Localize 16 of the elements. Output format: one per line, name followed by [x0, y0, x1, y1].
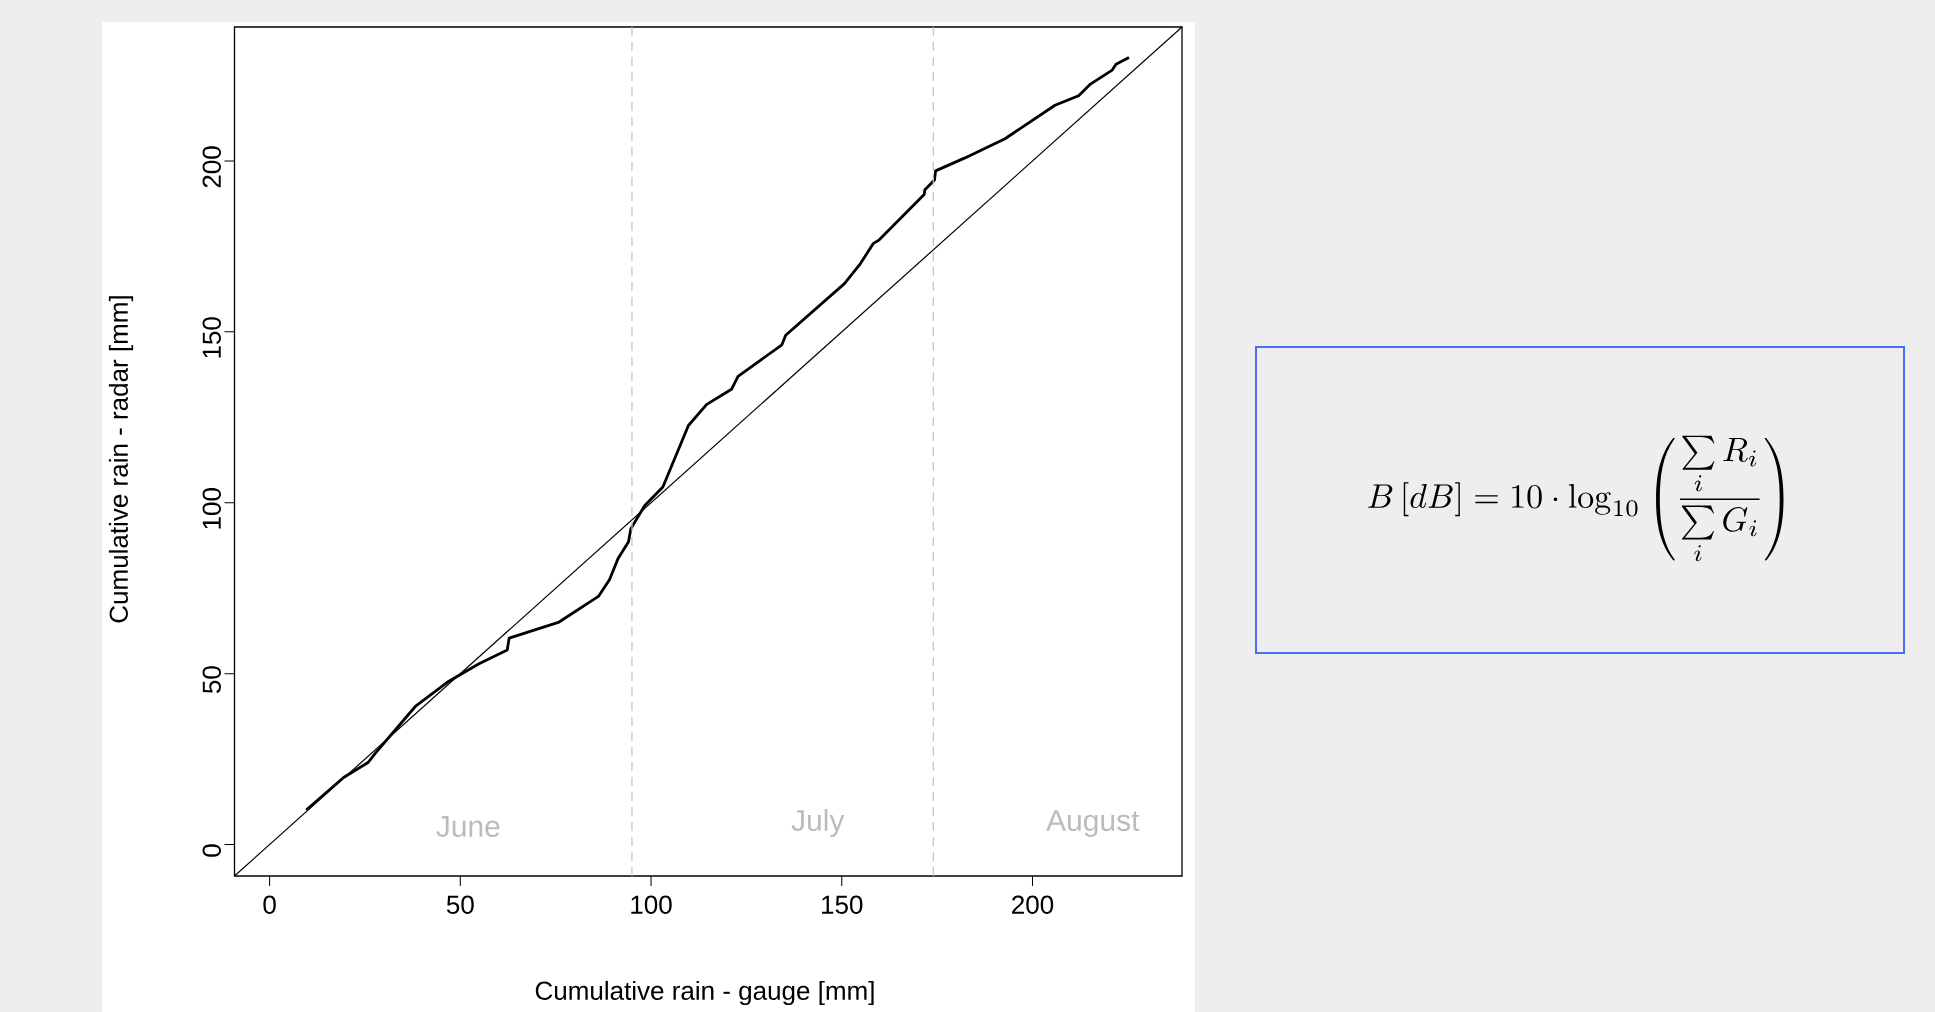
- annotation: June: [436, 816, 500, 838]
- x-tick-label: 150: [822, 895, 863, 914]
- annotation: July: [791, 809, 845, 838]
- x-tick-label: 100: [631, 895, 672, 914]
- x-tick-label: 200: [1012, 895, 1054, 914]
- x-axis-title: Cumulative rain - gauge [mm]: [535, 980, 874, 1006]
- y-tick-label: 200: [202, 146, 221, 188]
- y-tick-label: 0: [202, 844, 221, 857]
- text: $B\left[dB\right]=10\cdot\log_{10}\left(\frac{\sum\limits_{i} R_{i}}{\sum\limits_{i} G_{i}}\right)$: [1368, 435, 1784, 562]
- x-tick-label: 50: [446, 895, 474, 914]
- y-tick-label: 50: [202, 666, 221, 694]
- y-tick-label: 150: [202, 317, 221, 358]
- annotation: August: [1046, 810, 1140, 838]
- x-tick-label: 0: [263, 895, 276, 914]
- y-axis-title: Cumulative rain - radar [mm]: [108, 296, 134, 623]
- y-tick-label: 100: [202, 488, 221, 529]
